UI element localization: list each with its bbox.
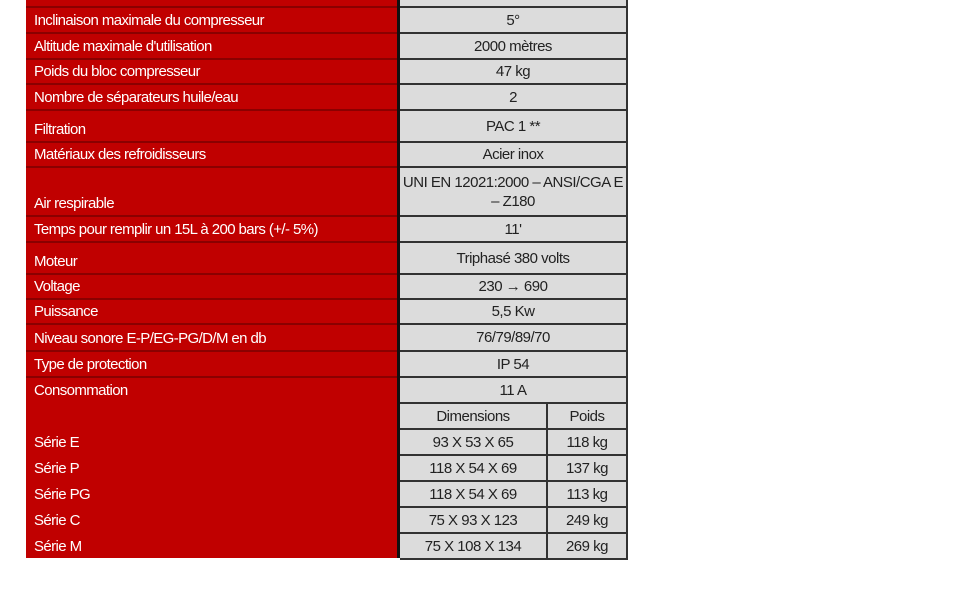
row-label: Temps pour remplir un 15L à 200 bars (+/… [26,215,397,241]
table-row: Série E 93 X 53 X 65 118 kg [26,428,628,454]
row-label [26,0,397,6]
row-value: 230 → 690 [400,273,628,298]
row-label: Niveau sonore E-P/EG-PG/D/M en db [26,323,397,350]
column-divider [397,506,400,532]
row-value: 47 kg [400,58,628,83]
column-divider [397,376,400,402]
dimensions-cell: 118 X 54 X 69 [400,456,548,480]
series-values: 118 X 54 X 69 137 kg [400,454,628,480]
row-label: Filtration [26,109,397,141]
row-value: IP 54 [400,350,628,376]
column-divider [397,0,400,6]
row-label: Série M [26,532,397,558]
table-row: Filtration PAC 1 ** [26,109,628,141]
table-row: Moteur Triphasé 380 volts [26,241,628,273]
dimensions-cell: Dimensions [400,404,548,428]
row-value: 5° [400,6,628,32]
dimensions-cell: 118 X 54 X 69 [400,482,548,506]
weight-cell: Poids [569,407,605,425]
series-values: 75 X 93 X 123 249 kg [400,506,628,532]
row-value: UNI EN 12021:2000 – ANSI/CGA E – Z180 [400,166,628,215]
row-label: Série PG [26,480,397,506]
row-value: 2 [400,83,628,109]
column-divider [397,6,400,32]
column-divider [397,58,400,83]
weight-cell: 269 kg [565,537,609,555]
table-row: Matériaux des refroidisseurs Acier inox [26,141,628,166]
series-values: 93 X 53 X 65 118 kg [400,428,628,454]
dimensions-cell: 93 X 53 X 65 [400,430,548,454]
row-value: Acier inox [400,141,628,166]
column-divider [397,298,400,323]
row-value [400,0,628,6]
row-value: 2000 mètres [400,32,628,58]
row-label: Voltage [26,273,397,298]
column-divider [397,215,400,241]
table-row: Série M 75 X 108 X 134 269 kg [26,532,628,558]
row-value: 11' [400,215,628,241]
table-row: Altitude maximale d'utilisation 2000 mètr… [26,32,628,58]
row-label: Moteur [26,241,397,273]
weight-cell: 118 kg [566,433,608,451]
row-label: Série E [26,428,397,454]
row-value: 5,5 Kw [400,298,628,323]
row-label: Série P [26,454,397,480]
table-row: Niveau sonore E-P/EG-PG/D/M en db 76/79/8… [26,323,628,350]
column-divider [397,323,400,350]
weight-cell: 113 kg [566,485,608,503]
table-row: Voltage 230 → 690 [26,273,628,298]
column-divider [397,83,400,109]
row-value: 11 A [400,376,628,402]
column-divider [397,532,400,558]
table-row: Nombre de séparateurs huile/eau 2 [26,83,628,109]
row-label: Altitude maximale d'utilisation [26,32,397,58]
column-divider [397,428,400,454]
table-row: Air respirable UNI EN 12021:2000 – ANSI/C… [26,166,628,215]
table-row: Consommation 11 A [26,376,628,402]
series-values: Dimensions Poids [400,402,628,428]
column-divider [397,241,400,273]
row-label: Poids du bloc compresseur [26,58,397,83]
column-divider [397,480,400,506]
weight-cell: 137 kg [565,459,609,477]
dimensions-cell: 75 X 93 X 123 [400,508,548,532]
row-label: Puissance [26,298,397,323]
table-row: Inclinaison maximale du compresseur 5° [26,6,628,32]
row-label: Type de protection [26,350,397,376]
column-divider [397,32,400,58]
column-divider [397,273,400,298]
column-divider [397,109,400,141]
table-row: Série PG 118 X 54 X 69 113 kg [26,480,628,506]
table-row [26,0,628,6]
table-bottom-border [400,558,628,560]
row-label: Inclinaison maximale du compresseur [26,6,397,32]
column-divider [397,350,400,376]
column-divider [397,454,400,480]
table-row: Série C 75 X 93 X 123 249 kg [26,506,628,532]
table-row: Dimensions Poids [26,402,628,428]
row-label: Nombre de séparateurs huile/eau [26,83,397,109]
row-label: Consommation [26,376,397,402]
table-row: Série P 118 X 54 X 69 137 kg [26,454,628,480]
column-divider [397,166,400,215]
row-label [26,402,397,428]
row-value: Triphasé 380 volts [400,241,628,273]
table-row: Puissance 5,5 Kw [26,298,628,323]
series-values: 118 X 54 X 69 113 kg [400,480,628,506]
row-label: Série C [26,506,397,532]
column-divider [397,402,400,428]
table-row: Type de protection IP 54 [26,350,628,376]
row-value: PAC 1 ** [400,109,628,141]
row-value: 76/79/89/70 [400,323,628,350]
table-row: Temps pour remplir un 15L à 200 bars (+/… [26,215,628,241]
row-label: Air respirable [26,166,397,215]
column-divider [397,141,400,166]
table-row: Poids du bloc compresseur 47 kg [26,58,628,83]
row-label: Matériaux des refroidisseurs [26,141,397,166]
series-values: 75 X 108 X 134 269 kg [400,532,628,558]
weight-cell: 249 kg [565,511,609,529]
dimensions-cell: 75 X 108 X 134 [400,534,548,558]
